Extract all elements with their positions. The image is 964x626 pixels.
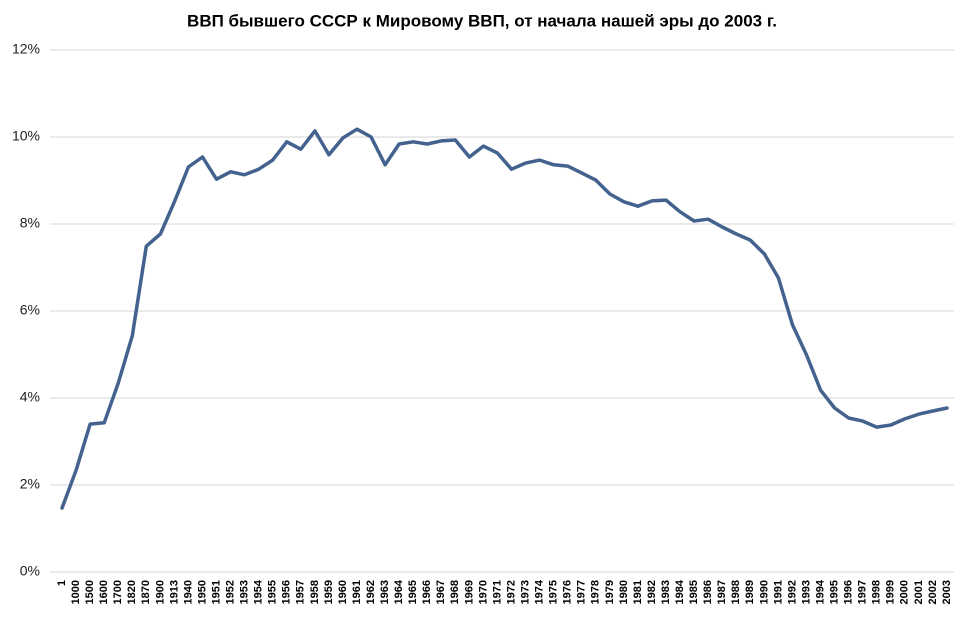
x-tick-label: 1956 xyxy=(281,580,293,604)
x-tick-label: 1960 xyxy=(337,580,349,604)
x-tick-label: 1991 xyxy=(772,580,784,604)
x-tick-label: 1975 xyxy=(548,580,560,604)
x-tick-label: 1993 xyxy=(800,580,812,604)
x-tick-label: 1955 xyxy=(267,580,279,604)
x-tick-label: 1700 xyxy=(112,580,124,604)
x-tick-label: 1992 xyxy=(786,580,798,604)
y-tick-label: 8% xyxy=(20,215,40,231)
x-tick-label: 1988 xyxy=(730,580,742,604)
x-tick-label: 1971 xyxy=(491,580,503,604)
x-tick-label: 1980 xyxy=(618,580,630,604)
x-tick-label: 1998 xyxy=(871,580,883,604)
chart-title: ВВП бывшего СССР к Мировому ВВП, от нача… xyxy=(187,11,777,30)
x-tick-label: 1989 xyxy=(744,580,756,604)
line-series xyxy=(60,127,949,510)
x-tick-label: 1979 xyxy=(604,580,616,604)
x-tick-label: 1972 xyxy=(505,580,517,604)
x-tick-label: 1820 xyxy=(126,580,138,604)
x-tick-label: 1957 xyxy=(295,580,307,604)
x-tick-label: 1600 xyxy=(98,580,110,604)
x-tick-label: 1964 xyxy=(393,579,405,604)
x-tick-label: 1997 xyxy=(857,580,869,604)
y-tick-label: 12% xyxy=(12,41,40,57)
x-tick-label: 1961 xyxy=(351,580,363,604)
y-tick-label: 4% xyxy=(20,389,40,405)
y-tick-label: 6% xyxy=(20,302,40,318)
x-tick-label: 1 xyxy=(56,580,68,586)
x-tick-label: 1974 xyxy=(534,579,546,604)
x-tick-label: 1985 xyxy=(688,580,700,604)
x-tick-label: 1950 xyxy=(196,580,208,604)
x-tick-label: 1963 xyxy=(379,580,391,604)
y-tick-label: 10% xyxy=(12,128,40,144)
x-tick-label: 1970 xyxy=(477,580,489,604)
x-tick-label: 2003 xyxy=(941,580,953,604)
x-tick-label: 1978 xyxy=(590,580,602,604)
x-tick-label: 2001 xyxy=(913,580,925,604)
x-tick-label: 1999 xyxy=(885,580,897,604)
x-tick-label: 1969 xyxy=(463,580,475,604)
x-tick-label: 1900 xyxy=(154,580,166,604)
x-tick-label: 1977 xyxy=(576,580,588,604)
x-tick-label: 1968 xyxy=(449,580,461,604)
y-tick-label: 2% xyxy=(20,476,40,492)
x-tick-label: 1973 xyxy=(519,580,531,604)
x-tick-label: 1967 xyxy=(435,580,447,604)
x-tick-label: 1996 xyxy=(843,580,855,604)
y-tick-label: 0% xyxy=(20,563,40,579)
x-tick-label: 1000 xyxy=(70,580,82,604)
x-tick-label: 1870 xyxy=(140,580,152,604)
x-tick-label: 1500 xyxy=(84,580,96,604)
x-tick-label: 1954 xyxy=(253,579,265,604)
x-tick-label: 1995 xyxy=(829,580,841,604)
x-tick-label: 1976 xyxy=(562,580,574,604)
x-tick-label: 1965 xyxy=(407,580,419,604)
x-tick-label: 1983 xyxy=(660,580,672,604)
x-tick-label: 1913 xyxy=(168,580,180,604)
x-tick-label: 1987 xyxy=(716,580,728,604)
x-tick-label: 1981 xyxy=(632,580,644,604)
x-tick-label: 1990 xyxy=(758,580,770,604)
x-tick-label: 1953 xyxy=(239,580,251,604)
x-tick-label: 1958 xyxy=(309,580,321,604)
x-tick-label: 1966 xyxy=(421,580,433,604)
x-tick-label: 1951 xyxy=(210,580,222,604)
x-tick-label: 1962 xyxy=(365,580,377,604)
x-tick-label: 1952 xyxy=(224,580,236,604)
x-tick-label: 1959 xyxy=(323,580,335,604)
x-tick-label: 2000 xyxy=(899,580,911,604)
x-tick-label: 1986 xyxy=(702,580,714,604)
x-tick-label: 1940 xyxy=(182,580,194,604)
x-tick-label: 1984 xyxy=(674,579,686,604)
x-tick-label: 1994 xyxy=(814,579,826,604)
x-tick-label: 2002 xyxy=(927,580,939,604)
x-tick-label: 1982 xyxy=(646,580,658,604)
